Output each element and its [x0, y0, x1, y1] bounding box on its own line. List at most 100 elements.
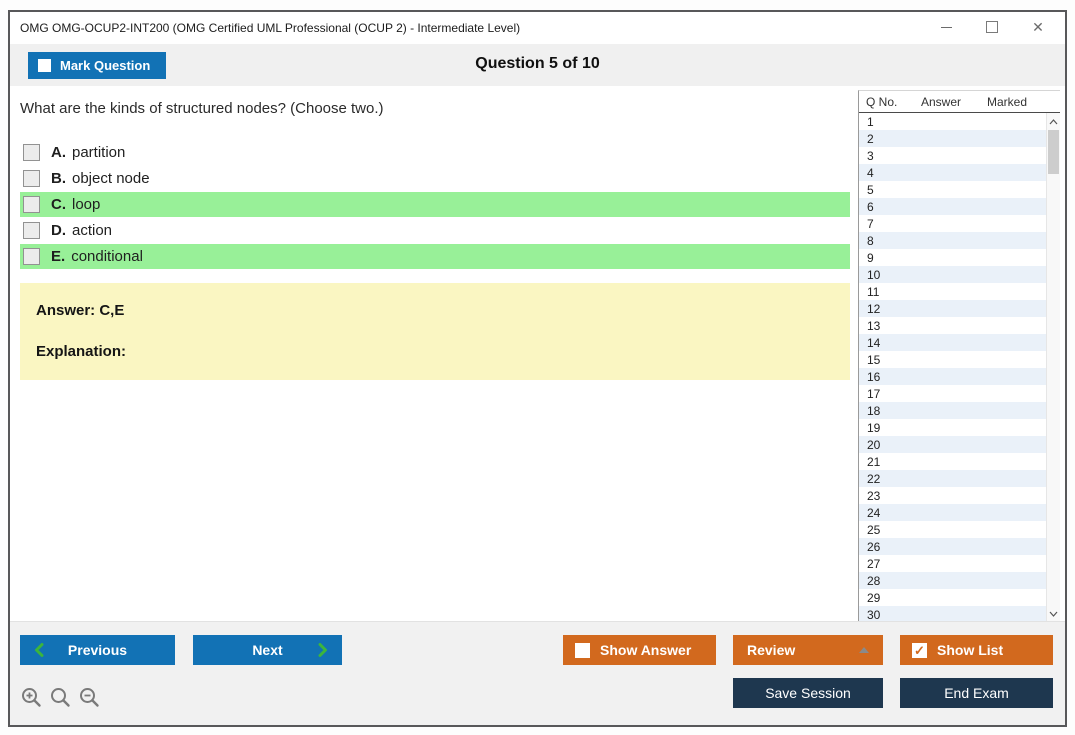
qlist-row[interactable]: 6 — [859, 198, 1046, 215]
scroll-up-button[interactable] — [1047, 114, 1060, 129]
show-list-label: Show List — [937, 642, 1004, 658]
qlist-row[interactable]: 3 — [859, 147, 1046, 164]
question-list-body: 1 2 3 4 5 6 7 8 9 10 11 12 13 14 15 — [859, 113, 1060, 622]
zoom-out-icon[interactable] — [78, 686, 102, 710]
qlist-row[interactable]: 26 — [859, 538, 1046, 555]
qlist-row[interactable]: 5 — [859, 181, 1046, 198]
qlist-row[interactable]: 4 — [859, 164, 1046, 181]
qlist-row[interactable]: 19 — [859, 419, 1046, 436]
app-window: OMG OMG-OCUP2-INT200 (OMG Certified UML … — [8, 10, 1067, 727]
mark-question-button[interactable]: Mark Question — [28, 52, 167, 79]
scroll-down-button[interactable] — [1047, 606, 1060, 621]
check-icon: ✓ — [914, 642, 925, 658]
mark-question-label: Mark Question — [60, 58, 151, 73]
show-list-button[interactable]: ✓ Show List — [900, 635, 1053, 665]
zoom-reset-icon[interactable] — [49, 686, 73, 710]
option-row[interactable]: E. conditional — [20, 244, 850, 269]
scrollbar-thumb[interactable] — [1048, 130, 1059, 174]
end-exam-label: End Exam — [944, 685, 1009, 701]
maximize-button[interactable] — [969, 12, 1015, 42]
qlist-row-number: 3 — [867, 148, 874, 163]
qlist-row[interactable]: 24 — [859, 504, 1046, 521]
qlist-row[interactable]: 29 — [859, 589, 1046, 606]
chevron-right-icon — [318, 643, 328, 657]
qlist-row-number: 24 — [867, 505, 881, 520]
maximize-icon — [986, 21, 998, 33]
close-button[interactable]: ✕ — [1015, 12, 1061, 42]
qlist-row-number: 28 — [867, 573, 881, 588]
question-list-header: Q No. Answer Marked — [859, 91, 1060, 113]
option-letter: B. — [51, 170, 66, 187]
qlist-row[interactable]: 7 — [859, 215, 1046, 232]
qlist-row[interactable]: 21 — [859, 453, 1046, 470]
header-band: Mark Question Question 5 of 10 — [10, 44, 1065, 86]
show-list-checkbox[interactable]: ✓ — [912, 642, 927, 658]
minimize-button[interactable] — [923, 12, 969, 42]
qlist-row[interactable]: 9 — [859, 249, 1046, 266]
qlist-row-number: 7 — [867, 216, 874, 231]
options-list: A. partition B. object node C. loop D. a… — [20, 140, 850, 270]
qlist-row[interactable]: 25 — [859, 521, 1046, 538]
zoom-controls — [20, 686, 102, 710]
title-bar: OMG OMG-OCUP2-INT200 (OMG Certified UML … — [10, 12, 1065, 42]
option-checkbox[interactable] — [23, 248, 40, 265]
save-session-button[interactable]: Save Session — [733, 678, 883, 708]
show-answer-label: Show Answer — [600, 642, 692, 658]
triangle-up-icon — [859, 647, 869, 653]
qlist-row[interactable]: 16 — [859, 368, 1046, 385]
next-button[interactable]: Next — [193, 635, 342, 665]
option-row[interactable]: B. object node — [20, 166, 850, 191]
qlist-row-number: 6 — [867, 199, 874, 214]
option-row[interactable]: C. loop — [20, 192, 850, 217]
qlist-row[interactable]: 2 — [859, 130, 1046, 147]
qlist-row[interactable]: 20 — [859, 436, 1046, 453]
qlist-row[interactable]: 15 — [859, 351, 1046, 368]
show-answer-button[interactable]: Show Answer — [563, 635, 716, 665]
qlist-row[interactable]: 30 — [859, 606, 1046, 622]
review-button[interactable]: Review — [733, 635, 883, 665]
bottom-bar: Previous Next Show Answer Review ✓ Show … — [10, 621, 1065, 725]
option-row[interactable]: A. partition — [20, 140, 850, 165]
end-exam-button[interactable]: End Exam — [900, 678, 1053, 708]
qlist-row-number: 30 — [867, 607, 881, 622]
zoom-in-icon[interactable] — [20, 686, 44, 710]
next-label: Next — [252, 642, 283, 658]
mark-question-checkbox[interactable] — [38, 59, 51, 72]
qlist-row[interactable]: 1 — [859, 113, 1046, 130]
qlist-row[interactable]: 8 — [859, 232, 1046, 249]
review-label: Review — [747, 642, 796, 658]
column-header-answer: Answer — [921, 94, 962, 109]
qlist-scrollbar[interactable] — [1046, 113, 1060, 622]
qlist-row[interactable]: 18 — [859, 402, 1046, 419]
qlist-row[interactable]: 23 — [859, 487, 1046, 504]
qlist-row[interactable]: 27 — [859, 555, 1046, 572]
qlist-row-number: 8 — [867, 233, 874, 248]
qlist-row-number: 13 — [867, 318, 881, 333]
chevron-left-icon — [34, 643, 44, 657]
option-text: conditional — [71, 248, 143, 265]
option-checkbox[interactable] — [23, 170, 40, 187]
qlist-row[interactable]: 13 — [859, 317, 1046, 334]
qlist-row-number: 22 — [867, 471, 881, 486]
qlist-row[interactable]: 10 — [859, 266, 1046, 283]
show-answer-checkbox[interactable] — [575, 642, 590, 658]
qlist-row-number: 15 — [867, 352, 881, 367]
previous-button[interactable]: Previous — [20, 635, 175, 665]
column-header-qno: Q No. — [866, 94, 898, 109]
qlist-row-number: 4 — [867, 165, 874, 180]
option-checkbox[interactable] — [23, 196, 40, 213]
qlist-row[interactable]: 17 — [859, 385, 1046, 402]
qlist-row[interactable]: 28 — [859, 572, 1046, 589]
option-checkbox[interactable] — [23, 222, 40, 239]
option-row[interactable]: D. action — [20, 218, 850, 243]
qlist-row-number: 23 — [867, 488, 881, 503]
qlist-row[interactable]: 11 — [859, 283, 1046, 300]
qlist-row[interactable]: 22 — [859, 470, 1046, 487]
question-counter: Question 5 of 10 — [475, 55, 600, 72]
answer-label: Answer: C,E — [36, 302, 125, 319]
question-text: What are the kinds of structured nodes? … — [20, 100, 384, 117]
option-checkbox[interactable] — [23, 144, 40, 161]
qlist-row[interactable]: 14 — [859, 334, 1046, 351]
qlist-row-number: 21 — [867, 454, 881, 469]
qlist-row[interactable]: 12 — [859, 300, 1046, 317]
